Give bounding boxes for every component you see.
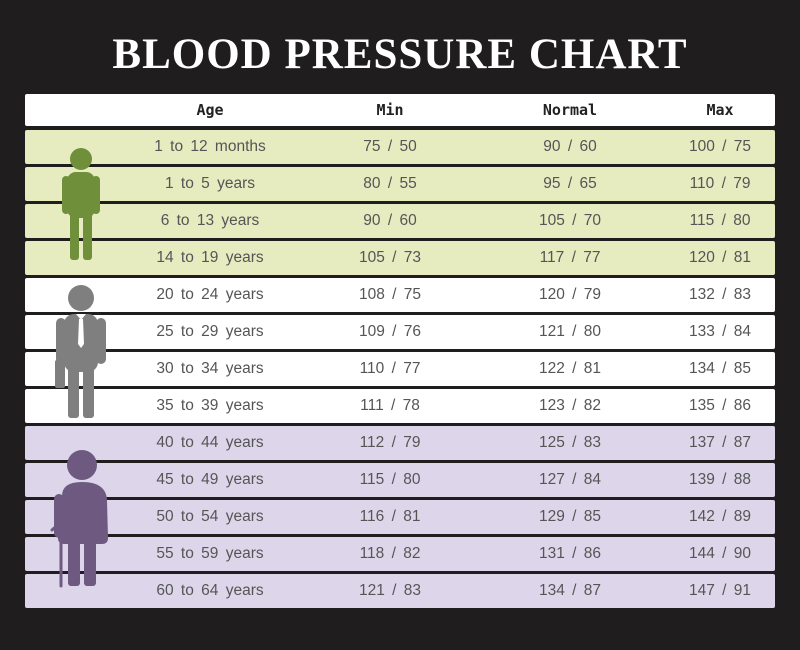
cell-min: 115 / 80 [359,471,421,488]
cell-normal: 131 / 86 [538,545,602,562]
cell-min: 105 / 73 [358,249,422,266]
cell-normal: 105 / 70 [538,212,602,229]
column-header-age: Age [196,101,224,119]
table-row: 55 to 59 years 118 / 82 131 / 86 144 / 90 [25,537,775,571]
cell-max: 115 / 80 [689,212,751,229]
cell-max: 144 / 90 [688,545,752,562]
cell-max: 132 / 83 [688,286,752,303]
cell-min: 80 / 55 [363,175,417,192]
cell-age: 1 to 12 months [154,138,266,155]
table-row: 20 to 24 years 108 / 75 120 / 79 132 / 83 [25,278,775,312]
table-row: 14 to 19 years 105 / 73 117 / 77 120 / 81 [25,241,775,275]
cell-min: 111 / 78 [360,397,420,414]
cell-max: 134 / 85 [688,360,752,377]
table-row: 45 to 49 years 115 / 80 127 / 84 139 / 88 [25,463,775,497]
cell-max: 120 / 81 [688,249,752,266]
cell-min: 75 / 50 [363,138,417,155]
table-row: 1 to 5 years 80 / 55 95 / 65 110 / 79 [25,167,775,201]
cell-min: 109 / 76 [358,323,422,340]
cell-max: 139 / 88 [688,471,752,488]
adult-figure-icon [55,285,106,418]
table-header: Age Min Normal Max [25,94,775,126]
cell-age: 14 to 19 years [156,249,264,266]
cell-min: 118 / 82 [359,545,421,562]
cell-normal: 129 / 85 [538,508,602,525]
cell-normal: 121 / 80 [538,323,602,340]
cell-normal: 134 / 87 [538,582,602,599]
cell-max: 110 / 79 [689,175,751,192]
cell-age: 60 to 64 years [156,582,264,599]
table-row: 30 to 34 years 110 / 77 122 / 81 134 / 85 [25,352,775,386]
cell-min: 116 / 81 [359,508,421,525]
cell-normal: 123 / 82 [538,397,602,414]
cell-age: 40 to 44 years [156,434,264,451]
cell-age: 50 to 54 years [156,508,264,525]
table-row: 40 to 44 years 112 / 79 125 / 83 137 / 87 [25,426,775,460]
column-header-normal: Normal [542,101,598,119]
cell-age: 55 to 59 years [156,545,264,562]
column-header-max: Max [706,101,734,119]
table-row: 60 to 64 years 121 / 83 134 / 87 147 / 91 [25,574,775,608]
cell-max: 142 / 89 [688,508,752,525]
cell-max: 100 / 75 [688,138,752,155]
cell-normal: 125 / 83 [538,434,602,451]
cell-age: 6 to 13 years [160,212,260,229]
cell-min: 90 / 60 [363,212,417,229]
cell-normal: 117 / 77 [539,249,601,266]
cell-normal: 120 / 79 [538,286,602,303]
cell-age: 45 to 49 years [156,471,264,488]
table-row: 25 to 29 years 109 / 76 121 / 80 133 / 84 [25,315,775,349]
cell-min: 110 / 77 [359,360,421,377]
page-title: BLOOD PRESSURE CHART [112,31,688,78]
cell-min: 112 / 79 [359,434,421,451]
table-row: 35 to 39 years 111 / 78 123 / 82 135 / 86 [25,389,775,423]
cell-age: 25 to 29 years [156,323,264,340]
child-figure-icon [62,148,100,260]
cell-normal: 127 / 84 [538,471,602,488]
column-header-min: Min [376,101,404,119]
cell-age: 30 to 34 years [156,360,264,377]
cell-max: 133 / 84 [688,323,752,340]
cell-max: 135 / 86 [688,397,752,414]
cell-normal: 95 / 65 [543,175,597,192]
cell-min: 108 / 75 [358,286,422,303]
cell-normal: 90 / 60 [543,138,597,155]
cell-normal: 122 / 81 [538,360,602,377]
cell-age: 20 to 24 years [156,286,264,303]
cell-max: 137 / 87 [688,434,752,451]
cell-age: 1 to 5 years [165,175,255,192]
table-row: 1 to 12 months 75 / 50 90 / 60 100 / 75 [25,130,775,164]
senior-figure-icon [50,450,108,588]
cell-min: 121 / 83 [358,582,422,599]
table-row: 50 to 54 years 116 / 81 129 / 85 142 / 89 [25,500,775,534]
cell-max: 147 / 91 [688,582,752,599]
table-row: 6 to 13 years 90 / 60 105 / 70 115 / 80 [25,204,775,238]
cell-age: 35 to 39 years [156,397,264,414]
